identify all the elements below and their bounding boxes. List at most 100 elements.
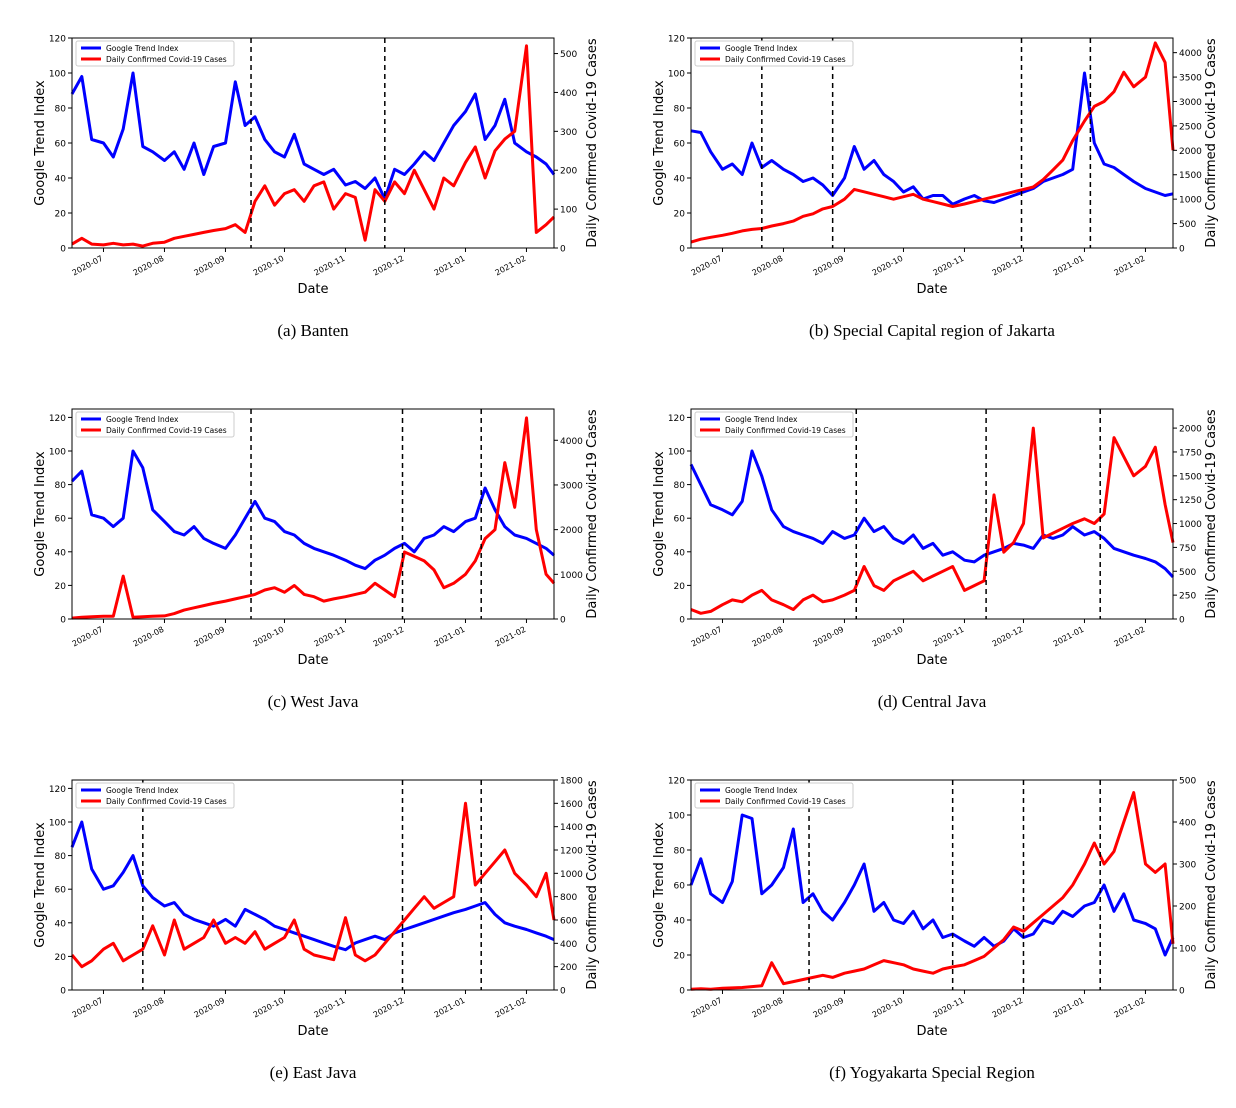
legend-entry-label: Google Trend Index (106, 44, 179, 53)
left-y-tick-label: 60 (55, 886, 67, 896)
right-y-tick-label: 0 (1179, 987, 1185, 997)
panel-caption: (c) West Java (268, 692, 359, 711)
chart-panel: 0 20 40 60 80 100 120 0 250 500 750 1000 1250 1500 175… (652, 408, 1219, 711)
x-tick-label: 2020-10 (871, 996, 905, 1020)
right-y-tick-label: 2000 (1179, 147, 1202, 157)
legend-entry-label: Google Trend Index (725, 415, 798, 424)
right-y-tick-label: 1000 (1179, 520, 1202, 530)
panel-caption: (a) Banten (277, 321, 349, 340)
legend: Google Trend Index Daily Confirmed Covid-… (694, 40, 854, 67)
right-y-tick-label: 400 (560, 940, 577, 950)
x-tick-label: 2020-12 (991, 996, 1025, 1020)
legend-entry-label: Daily Confirmed Covid-19 Cases (106, 797, 227, 806)
left-y-tick-label: 60 (674, 140, 686, 150)
legend-entry-label: Daily Confirmed Covid-19 Cases (725, 797, 846, 806)
cases-series-line (71, 44, 556, 248)
x-tick-label: 2020-11 (932, 254, 966, 278)
legend-entry-label: Google Trend Index (725, 786, 798, 795)
right-y-tick-label: 1250 (1179, 496, 1202, 506)
x-tick-label: 2021-02 (494, 254, 528, 278)
chart-panel: 0 20 40 60 80 100 120 0 100 200 300 400 500 2020-07 20… (652, 777, 1219, 1083)
right-y-tick-label: 1000 (1179, 196, 1202, 206)
left-y-tick-label: 0 (679, 987, 685, 997)
x-tick-label: 2020-07 (71, 254, 105, 278)
x-tick-label: 2021-01 (1052, 254, 1086, 278)
trend-series-line (70, 71, 556, 201)
legend: Google Trend Index Daily Confirmed Covid-… (75, 782, 235, 809)
left-y-tick-label: 80 (674, 847, 686, 857)
x-axis-label: Date (916, 1024, 947, 1039)
x-tick-label: 2020-11 (932, 625, 966, 649)
left-y-tick-label: 120 (49, 35, 66, 45)
chart-panel: 0 20 40 60 80 100 120 0 500 1000 1500 2000 2500 3000 3… (652, 35, 1219, 341)
x-tick-label: 2020-08 (132, 625, 166, 649)
legend-entry-label: Daily Confirmed Covid-19 Cases (725, 55, 846, 64)
left-y-tick-label: 120 (668, 35, 685, 45)
x-tick-label: 2020-08 (132, 254, 166, 278)
x-axis-label: Date (297, 1024, 328, 1039)
right-y-tick-label: 3000 (1179, 98, 1202, 108)
cases-series-line (690, 791, 1175, 991)
legend-entry-label: Daily Confirmed Covid-19 Cases (106, 426, 227, 435)
trend-series-line (690, 71, 1174, 206)
left-y-axis-label: Google Trend Index (33, 822, 48, 948)
left-y-tick-label: 80 (674, 105, 686, 115)
right-y-tick-label: 200 (1179, 903, 1196, 913)
legend-box (75, 40, 235, 67)
trend-series-line (70, 449, 555, 571)
legend-box (75, 411, 235, 438)
trend-series-line (70, 820, 555, 952)
left-y-tick-label: 80 (55, 852, 67, 862)
right-y-tick-label: 2000 (560, 526, 583, 536)
right-y-tick-label: 0 (560, 245, 566, 255)
left-y-tick-label: 60 (55, 140, 67, 150)
x-tick-label: 2020-10 (252, 625, 286, 649)
plot-frame (690, 408, 1174, 620)
right-y-tick-label: 500 (1179, 568, 1196, 578)
right-y-tick-label: 2000 (1179, 425, 1202, 435)
legend: Google Trend Index Daily Confirmed Covid-… (75, 411, 235, 438)
left-y-tick-label: 20 (55, 582, 67, 592)
left-y-tick-label: 40 (55, 548, 67, 558)
right-y-tick-label: 400 (560, 89, 577, 99)
right-y-tick-label: 600 (560, 917, 577, 927)
plot-frame (71, 779, 555, 991)
x-tick-label: 2020-09 (193, 254, 227, 278)
left-y-tick-label: 0 (679, 616, 685, 626)
x-tick-label: 2020-09 (193, 996, 227, 1020)
right-y-tick-label: 250 (1179, 592, 1196, 602)
x-tick-label: 2020-09 (193, 625, 227, 649)
x-tick-label: 2020-10 (871, 254, 905, 278)
legend-entry-label: Daily Confirmed Covid-19 Cases (106, 55, 227, 64)
legend-entry-label: Daily Confirmed Covid-19 Cases (725, 426, 846, 435)
x-tick-label: 2020-08 (132, 996, 166, 1020)
trend-series-line (689, 449, 1175, 579)
trend-series-line (689, 813, 1175, 957)
right-y-axis-label: Daily Confirmed Covid-19 Cases (585, 780, 600, 989)
legend: Google Trend Index Daily Confirmed Covid-… (694, 782, 854, 809)
panel-caption: (b) Special Capital region of Jakarta (809, 321, 1055, 340)
left-y-tick-label: 100 (668, 812, 685, 822)
left-y-axis-label: Google Trend Index (652, 451, 667, 577)
x-tick-label: 2021-02 (1113, 625, 1147, 649)
left-y-axis-label: Google Trend Index (652, 80, 667, 206)
left-y-axis-label: Google Trend Index (33, 80, 48, 206)
x-tick-label: 2020-09 (812, 254, 846, 278)
x-axis-label: Date (297, 653, 328, 668)
x-tick-label: 2020-10 (871, 625, 905, 649)
cases-series-line (690, 426, 1175, 615)
right-y-axis-label: Daily Confirmed Covid-19 Cases (1204, 409, 1219, 618)
chart-panel: 0204060801001200200400600800100012001400… (33, 777, 600, 1083)
legend-box (75, 782, 235, 809)
cases-series-line (690, 41, 1175, 244)
x-tick-label: 2020-10 (252, 254, 286, 278)
right-y-tick-label: 400 (1179, 819, 1196, 829)
right-y-tick-label: 300 (560, 128, 577, 138)
panel-caption: (e) East Java (270, 1063, 357, 1082)
right-y-tick-label: 800 (560, 893, 577, 903)
left-y-tick-label: 120 (668, 414, 685, 424)
left-y-tick-label: 0 (60, 987, 66, 997)
panel-caption: (d) Central Java (878, 692, 987, 711)
x-tick-label: 2021-01 (1052, 996, 1086, 1020)
x-axis-label: Date (916, 282, 947, 297)
